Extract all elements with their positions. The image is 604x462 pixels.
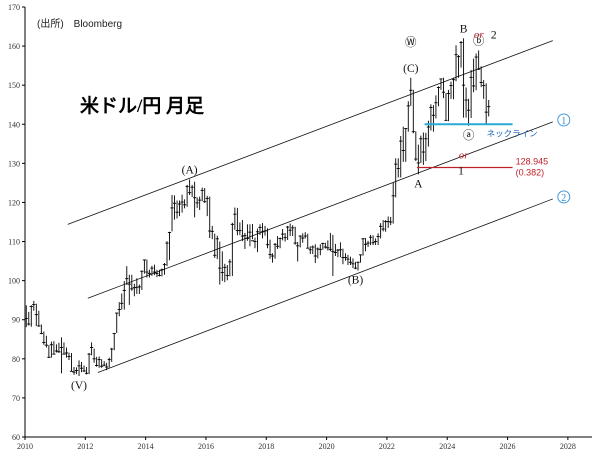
wave-label: ⓐ [463,129,475,142]
neckline-label: ネックライン [487,128,538,138]
wave-labels: (V) (A) (B) (C) Ⓦ A Bⓐ ⓑ 1 2 or or [71,23,497,392]
y-tick-label: 160 [8,42,20,51]
x-tick-label: 2014 [138,442,154,451]
channel-label: 2 [561,193,566,204]
price-bars [24,38,491,377]
channel-label-ring [557,190,571,204]
y-tick-label: 80 [12,355,20,364]
or-label: or [459,150,470,162]
wave-label: 1 [458,165,464,177]
wave-label: Ⓦ [405,36,417,49]
chart-title: 米ドル/円 月足 [80,94,205,117]
axes: 60 70 80 90 100 110 120 130 140 150 160 170 2010 2012… [8,3,592,451]
channel-label-ring [557,113,571,127]
y-tick-label: 70 [12,394,20,403]
channel-line [97,198,553,373]
x-tick-label: 2020 [319,442,335,451]
x-tick-label: 2024 [439,442,455,451]
y-tick-label: 110 [8,238,20,247]
wave-label: 2 [491,29,497,41]
source-label: (出所) Bloomberg [37,17,122,30]
wave-label: (B) [348,274,364,286]
level-ratio: (0.382) [516,167,545,177]
x-tick-label: 2012 [77,442,93,451]
y-tick-label: 100 [8,277,20,286]
wave-label: A [414,178,423,190]
x-tick-label: 2010 [17,442,33,451]
level-lines: ネックライン 128.945(0.382) [417,123,549,177]
channel-lines: 12 [67,40,571,373]
channel-label: 1 [561,116,566,127]
y-tick-label: 170 [8,3,20,12]
y-tick-label: 150 [8,81,20,90]
x-tick-label: 2018 [258,442,274,451]
channel-line [67,40,553,225]
wave-label: (C) [403,63,419,75]
wave-label: (A) [182,164,198,176]
x-tick-label: 2028 [560,442,576,451]
or-label: or [474,29,485,41]
x-tick-label: 2026 [500,442,516,451]
channel-line [87,121,553,299]
wave-label: ⓑ [473,34,485,47]
wave-label: B [460,23,468,35]
x-tick-label: 2022 [379,442,395,451]
y-tick-label: 140 [8,120,20,129]
y-tick-label: 90 [12,316,20,325]
x-tick-label: 2016 [198,442,214,451]
level-value: 128.945 [516,156,549,166]
y-tick-label: 130 [8,159,20,168]
y-tick-label: 60 [12,433,20,442]
wave-label: (V) [71,380,87,392]
y-tick-label: 120 [8,198,20,207]
